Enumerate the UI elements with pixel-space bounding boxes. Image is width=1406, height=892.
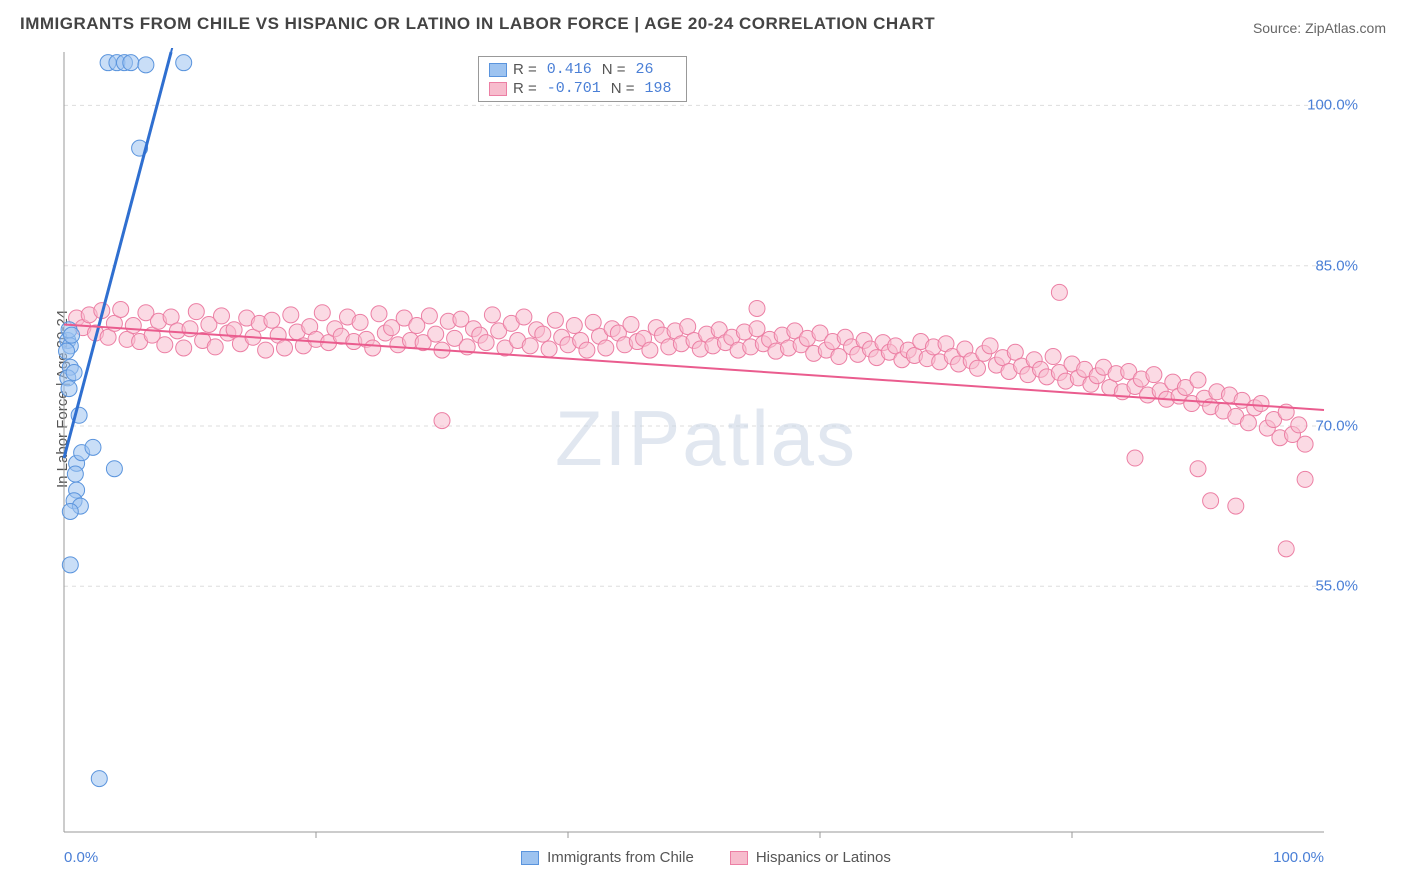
legend-label: Hispanics or Latinos (756, 849, 891, 866)
r-value: -0.701 (543, 80, 605, 97)
chart-title: IMMIGRANTS FROM CHILE VS HISPANIC OR LAT… (20, 14, 935, 34)
x-tick-label: 100.0% (1273, 849, 1324, 866)
y-tick-label: 55.0% (1315, 578, 1358, 595)
scatter-plot-svg (48, 48, 1364, 838)
plot-area: In Labor Force | Age 20-24 ZIPatlas R = … (48, 48, 1364, 838)
n-value: 26 (632, 61, 658, 78)
legend-item: Hispanics or Latinos (730, 849, 891, 866)
source-attribution: Source: ZipAtlas.com (1253, 20, 1386, 36)
swatch-icon (489, 63, 507, 77)
legend-item: Immigrants from Chile (521, 849, 694, 866)
correlation-row: R = 0.416 N = 26 (489, 61, 676, 78)
r-label: R = (513, 80, 537, 97)
y-tick-label: 100.0% (1307, 97, 1358, 114)
swatch-icon (489, 82, 507, 96)
n-label: N = (602, 61, 626, 78)
swatch-icon (521, 851, 539, 865)
correlation-row: R = -0.701 N = 198 (489, 80, 676, 97)
bottom-legend: Immigrants from Chile Hispanics or Latin… (48, 849, 1364, 866)
y-tick-label: 85.0% (1315, 257, 1358, 274)
r-label: R = (513, 61, 537, 78)
y-tick-label: 70.0% (1315, 417, 1358, 434)
legend-label: Immigrants from Chile (547, 849, 694, 866)
correlation-legend-box: R = 0.416 N = 26 R = -0.701 N = 198 (478, 56, 687, 102)
n-label: N = (611, 80, 635, 97)
x-tick-label: 0.0% (64, 849, 98, 866)
swatch-icon (730, 851, 748, 865)
n-value: 198 (641, 80, 676, 97)
r-value: 0.416 (543, 61, 596, 78)
